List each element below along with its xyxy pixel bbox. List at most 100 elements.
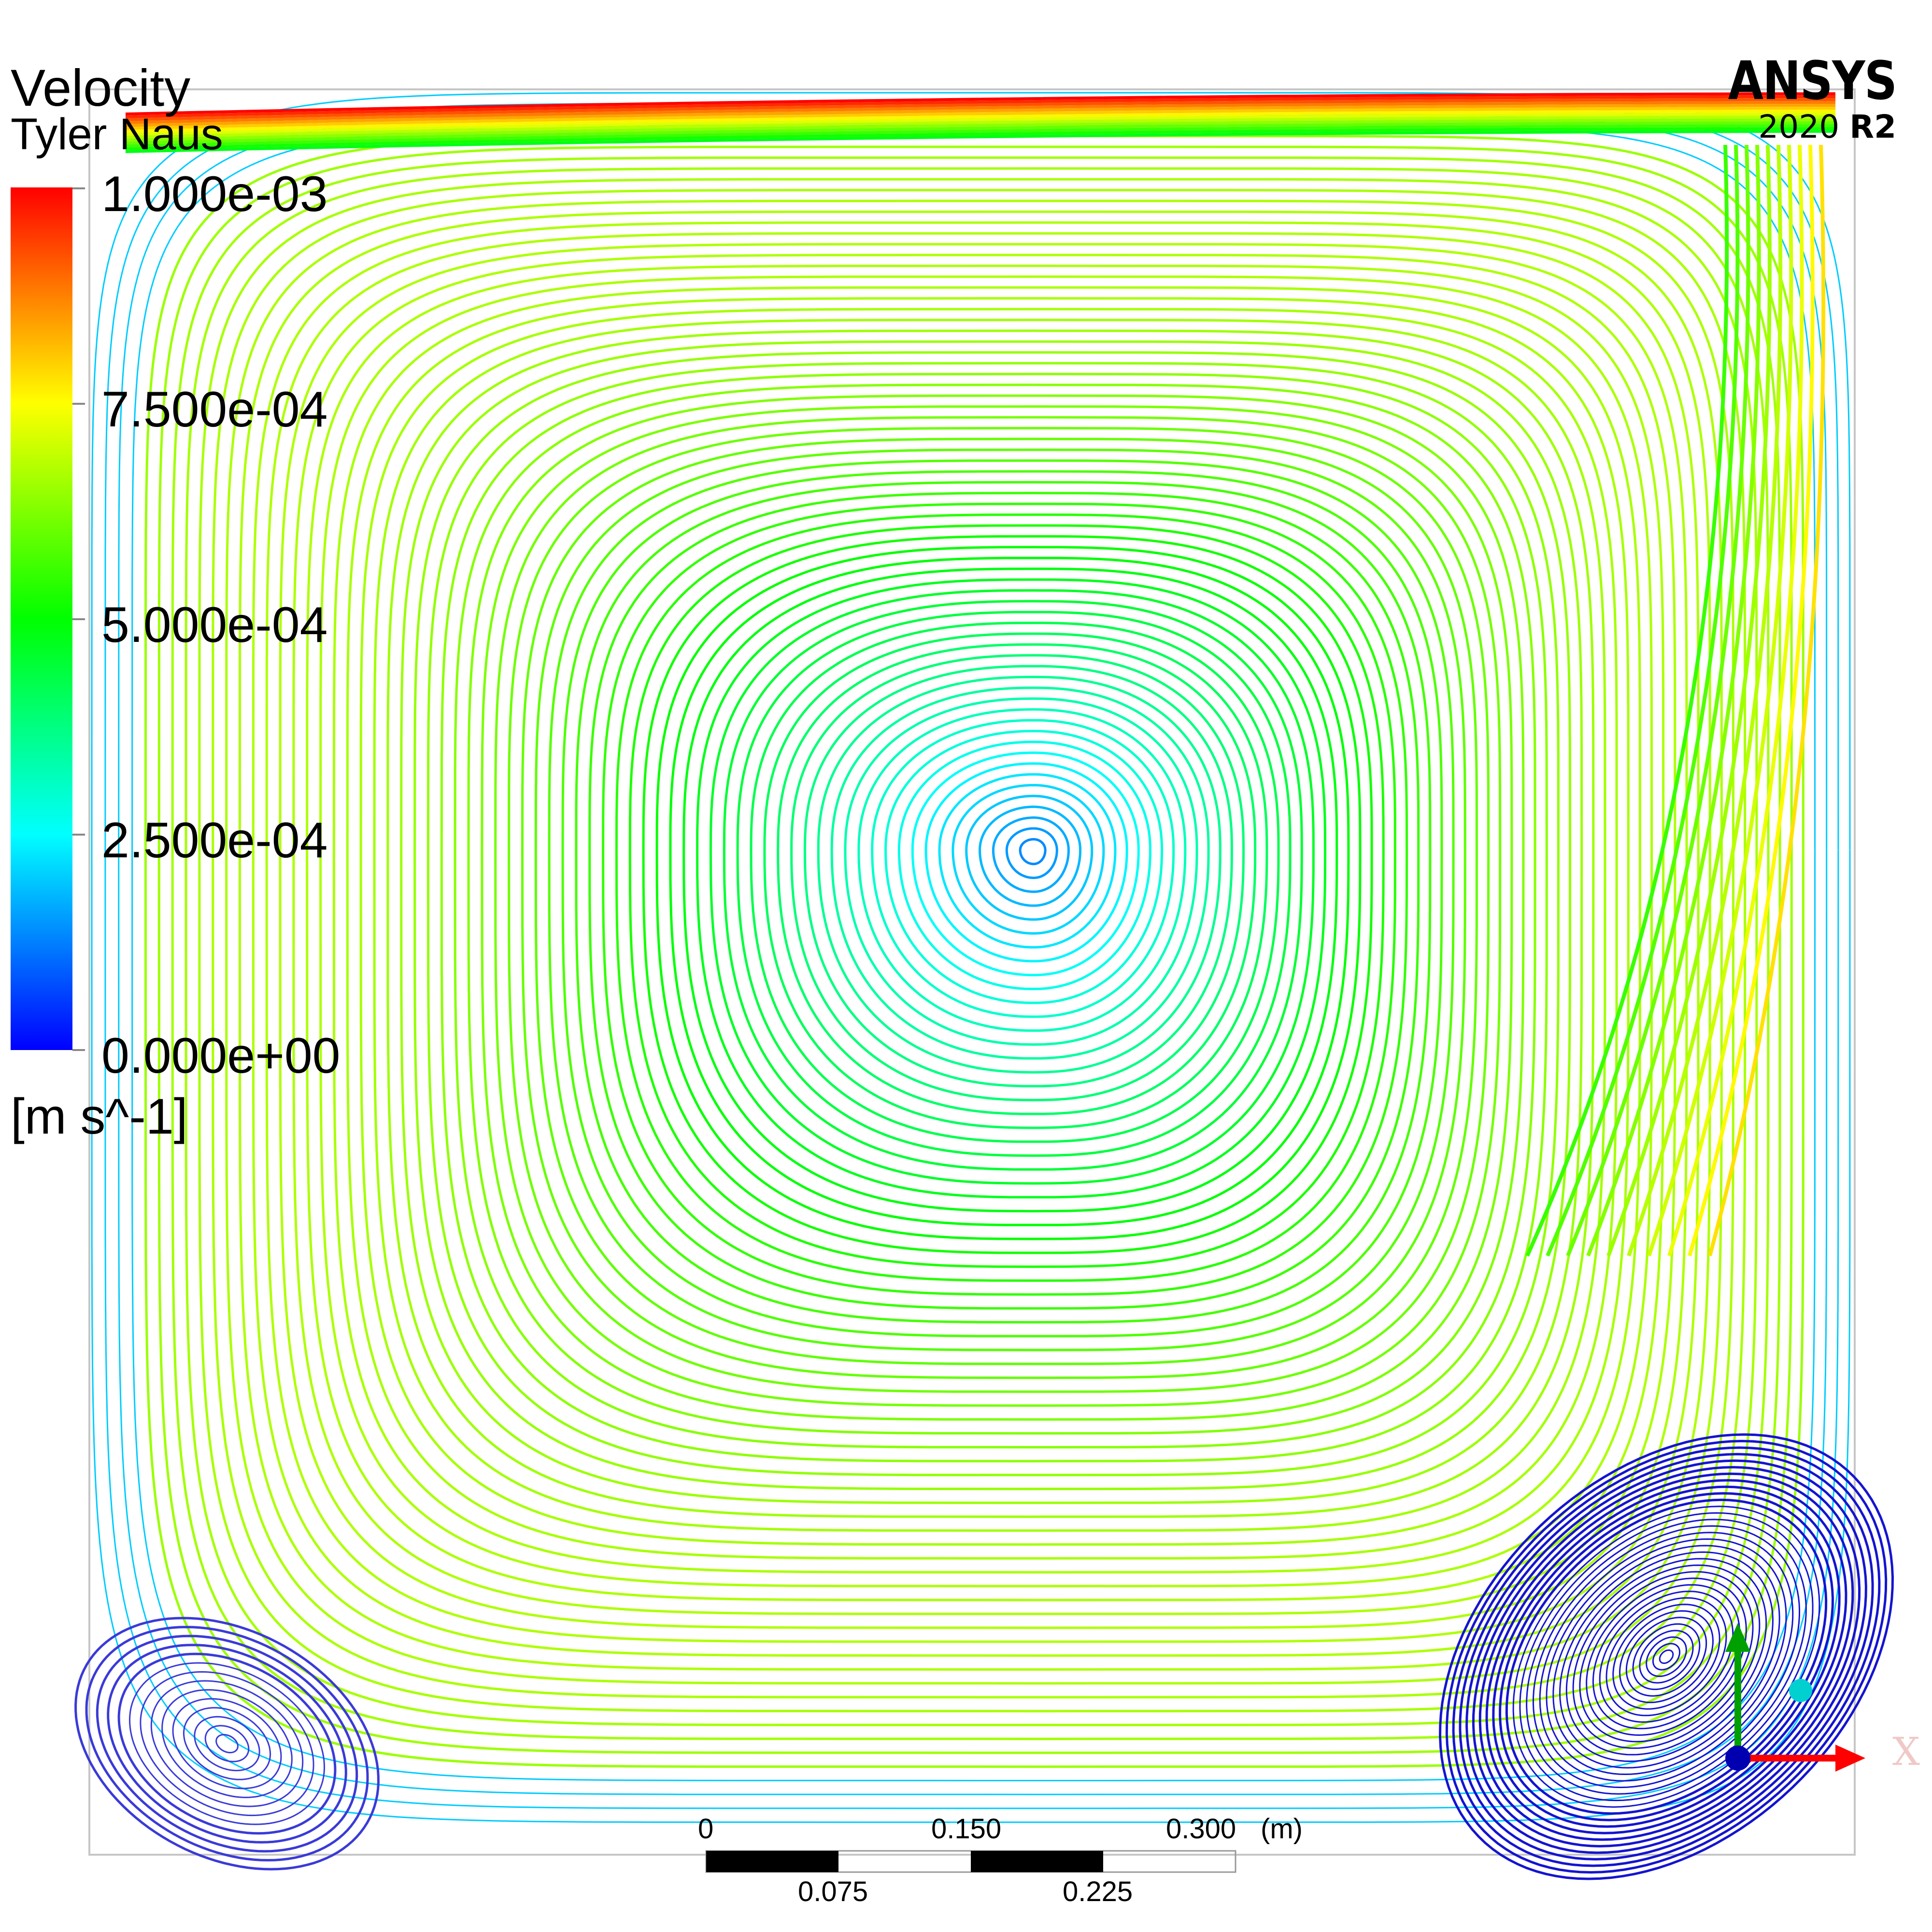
vortex-streamline [128, 1662, 326, 1825]
ansys-logo: ANSYS 2020 R2 [1701, 50, 1897, 145]
vortex-streamline [150, 1680, 304, 1807]
streamline [965, 795, 1094, 921]
colorbar-tick [72, 618, 85, 620]
vortex-streamline [1592, 1584, 1741, 1730]
wall-streamline [1586, 144, 1761, 1257]
lid-streamline [125, 115, 1836, 139]
brand-year: 2020 [1758, 108, 1840, 145]
streamline [884, 730, 1164, 1004]
streamline [1005, 827, 1058, 879]
scale-label-bottom: 0.225 [1063, 1876, 1133, 1907]
vortex-streamline [117, 1652, 337, 1835]
streamline [319, 275, 1653, 1588]
lid-streamline [125, 118, 1836, 142]
vortex-streamline [1639, 1630, 1694, 1684]
colorbar-tick-label: 0.000e+00 [101, 1028, 341, 1084]
streamline [871, 719, 1175, 1018]
colorbar-tick [72, 1049, 85, 1051]
streamline [844, 697, 1198, 1046]
vortex-streamline [1526, 1519, 1807, 1795]
lid-streamline [125, 113, 1836, 136]
streamline [736, 611, 1292, 1157]
secondary-vortex-bottom-right [1438, 1433, 1894, 1880]
streamline [225, 199, 1735, 1685]
lid-streamline [125, 101, 1836, 124]
streamline [198, 178, 1758, 1713]
streamline [144, 135, 1804, 1768]
streamline [777, 643, 1257, 1115]
streamline [494, 416, 1502, 1407]
vortex-streamline [1599, 1591, 1734, 1723]
streamline [669, 556, 1350, 1226]
streamline [440, 372, 1548, 1463]
vortex-streamline [172, 1698, 282, 1790]
colorbar-tick-label: 7.500e-04 [101, 382, 328, 438]
streamline [709, 589, 1315, 1185]
streamline [803, 665, 1233, 1088]
scale-bar-segment [971, 1851, 1103, 1872]
streamline [521, 438, 1478, 1379]
streamline [481, 405, 1513, 1421]
streamline [252, 221, 1711, 1657]
vortex-streamline [204, 1725, 250, 1762]
vortex-streamline [1465, 1459, 1867, 1854]
streamline [157, 145, 1793, 1754]
vortex-streamline [1505, 1498, 1828, 1815]
lid-streamline [125, 127, 1836, 150]
vortex-streamline [1565, 1558, 1767, 1756]
vortex-streamline [1532, 1525, 1801, 1789]
vortex-streamline [1546, 1538, 1787, 1776]
streamline [979, 805, 1082, 907]
streamline [508, 426, 1490, 1393]
streamline [682, 568, 1338, 1213]
vortex-streamline [1625, 1617, 1707, 1697]
streamline [696, 578, 1327, 1199]
wall-streamline [1627, 144, 1783, 1257]
vortex-streamline [1438, 1433, 1894, 1880]
streamline [561, 470, 1443, 1337]
x-axis-arrowhead [1835, 1745, 1865, 1772]
vortex-streamline [1646, 1636, 1687, 1677]
origin-node [1725, 1746, 1750, 1771]
legend-title: Velocity [11, 58, 191, 117]
vortex-streamline [107, 1644, 347, 1844]
vortex-streamline [85, 1626, 369, 1861]
scale-label-top: 0.300 [1166, 1813, 1236, 1845]
streamline [332, 286, 1641, 1574]
vortex-streamline [1652, 1643, 1681, 1671]
streamlines [91, 92, 1851, 1823]
brand-name: ANSYS [1728, 50, 1897, 112]
streamline [857, 708, 1187, 1032]
colorbar-tick-label: 5.000e-04 [101, 597, 328, 653]
vortex-streamline [1459, 1453, 1874, 1861]
vortex-streamline [215, 1733, 239, 1754]
streamline [413, 351, 1572, 1491]
vortex-streamline [1512, 1506, 1820, 1808]
streamline [359, 308, 1618, 1546]
streamline [306, 264, 1665, 1602]
streamline [238, 210, 1723, 1671]
lid-streamline [125, 95, 1836, 118]
streamline [400, 340, 1583, 1504]
lid-streamline [125, 104, 1836, 127]
secondary-vortex-bottom-left [74, 1617, 380, 1871]
streamline [911, 751, 1140, 977]
vortex-streamline [1498, 1492, 1834, 1821]
wall-streamline [1688, 144, 1815, 1257]
wall-streamline [1708, 144, 1826, 1257]
streamline [373, 318, 1606, 1532]
streamline [426, 362, 1560, 1477]
streamline [952, 784, 1105, 935]
colorbar-tick [72, 187, 85, 189]
vortex-streamline [194, 1716, 260, 1772]
vortex-streamline [1659, 1649, 1674, 1664]
streamline [817, 676, 1222, 1074]
streamline [763, 632, 1268, 1129]
legend-subtitle: Tyler Naus [11, 110, 223, 159]
vortex-streamline [1579, 1571, 1754, 1743]
streamline [615, 513, 1396, 1282]
wall-streamline [1546, 144, 1740, 1257]
scale-label-top: 0 [698, 1813, 714, 1845]
colorbar-units: [m s^-1] [11, 1089, 188, 1145]
